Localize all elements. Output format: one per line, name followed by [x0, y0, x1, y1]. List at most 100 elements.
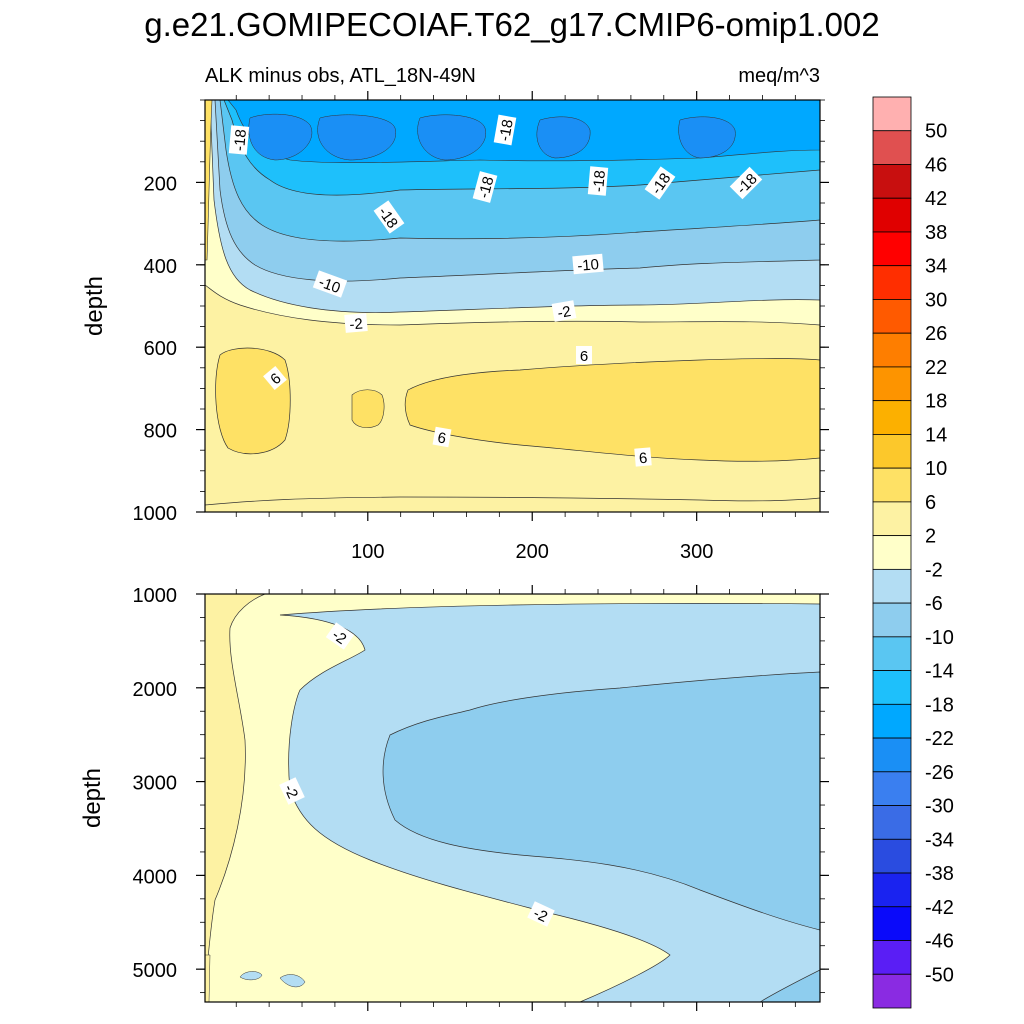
colorbar: 50 46 42 38 34 30 26 22 18 14 10 6 2 -2 -6 -10 -14 -18 -22… — [872, 96, 954, 1009]
y-tick-label: 5000 — [133, 960, 178, 982]
colorbar-swatch — [872, 636, 912, 671]
colorbar-label: 50 — [925, 121, 947, 143]
colorbar-label: -38 — [925, 863, 954, 885]
lower-xticks — [235, 585, 796, 1011]
colorbar-label: -2 — [925, 559, 943, 581]
upper-fill-core-6 — [215, 347, 291, 455]
contour-label: -18 — [590, 170, 609, 193]
colorbar-swatch — [872, 973, 912, 1009]
colorbar-label: -42 — [925, 897, 954, 919]
upper-contour-labels: -18 -18 -18 -18 -18 -18 -18 -10 -10 -2 -… — [228, 114, 763, 468]
colorbar-label: 2 — [925, 526, 936, 548]
y-tick-label: 800 — [144, 421, 177, 443]
colorbar-swatch — [872, 265, 912, 300]
contour-label: -10 — [316, 274, 342, 297]
x-tick-label: 300 — [680, 541, 713, 563]
colorbar-swatch — [872, 96, 912, 132]
lower-field — [205, 594, 820, 1002]
colorbar-label: 10 — [925, 458, 947, 480]
upper-fill-patch-m26-4 — [536, 116, 591, 159]
upper-field — [205, 100, 820, 512]
lower-fill-m6-m10 — [382, 671, 820, 931]
y-tick-label: 600 — [144, 338, 177, 360]
y-tick-label: 1000 — [133, 503, 178, 525]
colorbar-label: 30 — [925, 289, 947, 311]
colorbar-swatch — [872, 130, 912, 165]
colorbar-label: -18 — [925, 694, 954, 716]
contour-label: -2 — [556, 303, 572, 322]
y-tick-label: 2000 — [133, 679, 178, 701]
x-tick-label: 100 — [351, 541, 384, 563]
colorbar-label: 14 — [925, 424, 947, 446]
colorbar-swatch — [872, 906, 912, 941]
colorbar-label: 18 — [925, 391, 947, 413]
colorbar-label: -6 — [925, 593, 943, 615]
contour-label: 6 — [580, 348, 588, 365]
colorbar-swatch — [872, 400, 912, 435]
y-tick-label: 200 — [144, 173, 177, 195]
colorbar-label: 22 — [925, 357, 947, 379]
lower-frame — [204, 593, 821, 1003]
lower-fill-coast-2 — [205, 594, 266, 991]
colorbar-label: 6 — [925, 492, 936, 514]
colorbar-label: 38 — [925, 222, 947, 244]
colorbar-swatch — [872, 872, 912, 908]
contour-label: -2 — [280, 782, 301, 801]
upper-panel: ALK minus obs, ATL_18N-49N meq/m^3 — [81, 65, 829, 563]
colorbar-label: -26 — [925, 762, 954, 784]
colorbar-swatch — [872, 501, 912, 537]
y-tick-label: 1000 — [133, 585, 178, 607]
upper-xticks: 100 200 300 — [235, 91, 796, 563]
colorbar-label: 34 — [925, 256, 947, 278]
lower-fill-speck-2 — [279, 974, 306, 988]
colorbar-swatch — [872, 535, 912, 570]
upper-right-title: meq/m^3 — [738, 65, 820, 87]
colorbar-swatch — [872, 231, 912, 267]
contour-label: -2 — [349, 315, 364, 333]
contour-label: 6 — [638, 450, 648, 468]
upper-left-title: ALK minus obs, ATL_18N-49N — [205, 65, 476, 87]
colorbar-label: -10 — [925, 627, 954, 649]
x-tick-label: 200 — [516, 541, 549, 563]
upper-fill-patch-m26-3 — [417, 114, 487, 161]
contour-label: -2 — [531, 905, 550, 926]
colorbar-swatch — [872, 737, 912, 773]
colorbar-swatch — [872, 670, 912, 705]
colorbar-label: -14 — [925, 661, 954, 683]
contour-label: 6 — [436, 429, 447, 447]
upper-fill-patch-m26-5 — [678, 116, 736, 159]
contour-label: -18 — [231, 129, 250, 152]
colorbar-label: 26 — [925, 323, 947, 345]
upper-fill-patch-m26-1 — [248, 113, 312, 161]
lower-fill-speck-1 — [239, 971, 263, 981]
lower-yticks: 1000 2000 3000 4000 5000 — [133, 585, 829, 994]
colorbar-swatch — [872, 299, 912, 334]
colorbar-label: 46 — [925, 154, 947, 176]
lower-ylabel: depth — [79, 768, 106, 828]
upper-fill-patch-m26-2 — [317, 114, 397, 161]
colorbar-label: -30 — [925, 796, 954, 818]
contour-label: -18 — [496, 118, 517, 142]
colorbar-swatch — [872, 568, 912, 604]
colorbar-swatch — [872, 434, 912, 469]
colorbar-label: -34 — [925, 829, 954, 851]
lower-panel: depth 1000 2000 3000 4000 5000 -2 -2 -2 — [79, 585, 829, 1011]
upper-yticks: 200 400 600 800 1000 — [133, 99, 829, 525]
colorbar-swatch — [872, 838, 912, 874]
colorbar-label: -50 — [925, 964, 954, 986]
colorbar-swatch — [872, 467, 912, 503]
colorbar-swatch — [872, 197, 912, 233]
upper-ylabel: depth — [81, 276, 108, 336]
colorbar-label: -46 — [925, 931, 954, 953]
contour-label: -10 — [577, 256, 600, 275]
contour-label: -18 — [475, 175, 497, 200]
colorbar-swatch — [872, 366, 912, 402]
upper-fill-patch-6-small — [351, 389, 385, 429]
y-tick-label: 4000 — [133, 866, 178, 888]
y-tick-label: 400 — [144, 256, 177, 278]
colorbar-label: -22 — [925, 728, 954, 750]
y-tick-label: 3000 — [133, 773, 178, 795]
colorbar-swatch — [872, 332, 912, 368]
upper-fill-coast — [205, 100, 213, 261]
